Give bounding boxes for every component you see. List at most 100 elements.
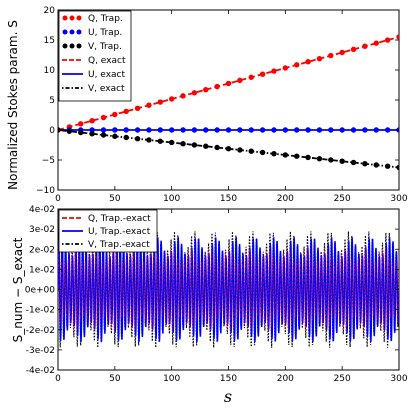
point-u-trap bbox=[282, 127, 289, 133]
top-legend-box bbox=[58, 10, 132, 102]
point-v-trap bbox=[146, 137, 152, 143]
bottom-y-tick-label: -3e-02 bbox=[26, 346, 55, 356]
top-x-tick-label: 250 bbox=[334, 194, 351, 204]
bottom-x-tick-label: 0 bbox=[55, 374, 61, 384]
point-u-trap bbox=[294, 127, 300, 133]
point-q-trap bbox=[168, 96, 175, 102]
point-v-trap bbox=[328, 157, 334, 163]
bottom-x-tick-label: 300 bbox=[390, 374, 407, 384]
point-q-trap bbox=[396, 34, 399, 40]
point-q-trap bbox=[78, 121, 84, 127]
legend-label: V, Trap. bbox=[88, 42, 122, 52]
point-q-trap bbox=[237, 77, 243, 84]
point-v-trap bbox=[157, 138, 163, 144]
point-v-trap bbox=[259, 149, 266, 156]
point-v-trap bbox=[134, 136, 141, 142]
point-q-trap bbox=[350, 46, 357, 53]
top-plot-ticks: 0 50 100 150 200 250 300 −10 −5 0 5 10 15 20 bbox=[36, 6, 408, 204]
legend-marker-icon bbox=[62, 15, 68, 21]
top-x-tick-label: 150 bbox=[220, 194, 237, 204]
bottom-plot-data bbox=[58, 231, 399, 348]
point-q-trap bbox=[89, 117, 95, 124]
point-u-trap bbox=[350, 127, 357, 133]
point-u-trap bbox=[180, 127, 186, 133]
point-q-trap bbox=[112, 111, 118, 118]
point-v-trap bbox=[66, 128, 73, 134]
point-u-trap bbox=[384, 127, 391, 133]
top-x-tick-label: 100 bbox=[163, 194, 180, 204]
point-u-trap bbox=[134, 127, 141, 133]
point-q-trap bbox=[305, 59, 311, 65]
point-u-trap bbox=[237, 127, 243, 133]
bottom-y-tick-label: 1e-02 bbox=[29, 265, 55, 275]
point-v-trap bbox=[396, 164, 399, 171]
top-plot: 0 50 100 150 200 250 300 −10 −5 0 5 10 15 20 Normaliz… bbox=[6, 6, 408, 204]
legend-label: Q, exact bbox=[88, 56, 126, 66]
legend-label: U, Trap. bbox=[88, 28, 122, 38]
point-u-trap bbox=[203, 127, 209, 133]
point-q-trap bbox=[214, 83, 220, 90]
point-u-trap bbox=[123, 127, 129, 133]
point-v-trap bbox=[168, 139, 175, 146]
point-q-trap bbox=[180, 93, 186, 99]
top-y-tick-label: 15 bbox=[44, 36, 55, 46]
top-y-tick-label: 10 bbox=[44, 66, 56, 76]
point-v-trap bbox=[271, 151, 277, 157]
top-x-tick-label: 0 bbox=[55, 194, 61, 204]
point-q-trap bbox=[123, 108, 129, 115]
point-u-trap bbox=[112, 127, 118, 133]
point-v-trap bbox=[237, 147, 243, 153]
point-q-trap bbox=[100, 114, 107, 121]
point-u-trap bbox=[328, 127, 334, 133]
bottom-y-tick-label: 0e+00 bbox=[25, 286, 56, 296]
point-q-trap bbox=[248, 74, 254, 80]
point-v-trap bbox=[294, 153, 300, 159]
legend-label: V, exact bbox=[88, 84, 125, 94]
point-v-trap bbox=[248, 148, 254, 154]
bottom-x-axis-label: s bbox=[224, 387, 232, 406]
legend-marker-icon bbox=[69, 43, 75, 49]
bottom-y-axis-label: S_num − S_exact bbox=[11, 237, 25, 342]
point-v-trap bbox=[180, 141, 186, 147]
point-u-trap bbox=[157, 127, 163, 133]
bottom-legend: Q, Trap.-exact U, Trap.-exact V, Trap.-exa… bbox=[58, 209, 158, 253]
bottom-x-tick-label: 100 bbox=[163, 374, 180, 384]
point-q-trap bbox=[384, 37, 391, 43]
bottom-y-tick-label: -2e-02 bbox=[26, 326, 55, 336]
point-u-trap bbox=[316, 127, 323, 133]
legend-marker-icon bbox=[76, 43, 82, 49]
point-u-trap bbox=[373, 127, 379, 133]
point-q-trap bbox=[282, 65, 289, 71]
legend-label: Q, Trap.-exact bbox=[88, 214, 151, 224]
top-plot-data bbox=[58, 34, 399, 171]
bottom-plot-ticks: 0 50 100 150 200 250 300 -4e-02 -3e-02 -2e-02 -1e-… bbox=[25, 205, 408, 384]
point-q-trap bbox=[134, 105, 141, 111]
point-q-trap bbox=[203, 86, 209, 93]
bottom-y-tick-label: 3e-02 bbox=[29, 225, 55, 235]
legend-marker-icon bbox=[62, 43, 68, 49]
point-q-trap bbox=[328, 52, 334, 59]
top-y-tick-label: −5 bbox=[42, 156, 55, 166]
point-q-trap bbox=[271, 68, 277, 74]
bottom-x-tick-label: 200 bbox=[277, 374, 294, 384]
bottom-x-tick-label: 250 bbox=[334, 374, 351, 384]
point-q-trap bbox=[362, 43, 368, 49]
point-u-trap bbox=[214, 127, 220, 133]
point-v-trap bbox=[350, 159, 357, 166]
top-x-tick-label: 50 bbox=[109, 194, 121, 204]
point-u-trap bbox=[168, 127, 175, 133]
point-v-trap bbox=[203, 143, 209, 149]
point-v-trap bbox=[100, 132, 107, 138]
legend-marker-icon bbox=[69, 15, 75, 21]
point-v-trap bbox=[214, 144, 220, 151]
point-q-trap bbox=[294, 62, 300, 68]
point-v-trap bbox=[89, 131, 95, 137]
bottom-y-tick-label: 2e-02 bbox=[29, 245, 55, 255]
point-u-trap bbox=[259, 127, 266, 133]
point-v-trap bbox=[384, 163, 391, 169]
point-q-trap bbox=[157, 99, 163, 105]
legend-label: U, exact bbox=[88, 70, 125, 80]
legend-marker-icon bbox=[62, 29, 68, 35]
point-v-trap bbox=[78, 129, 84, 136]
